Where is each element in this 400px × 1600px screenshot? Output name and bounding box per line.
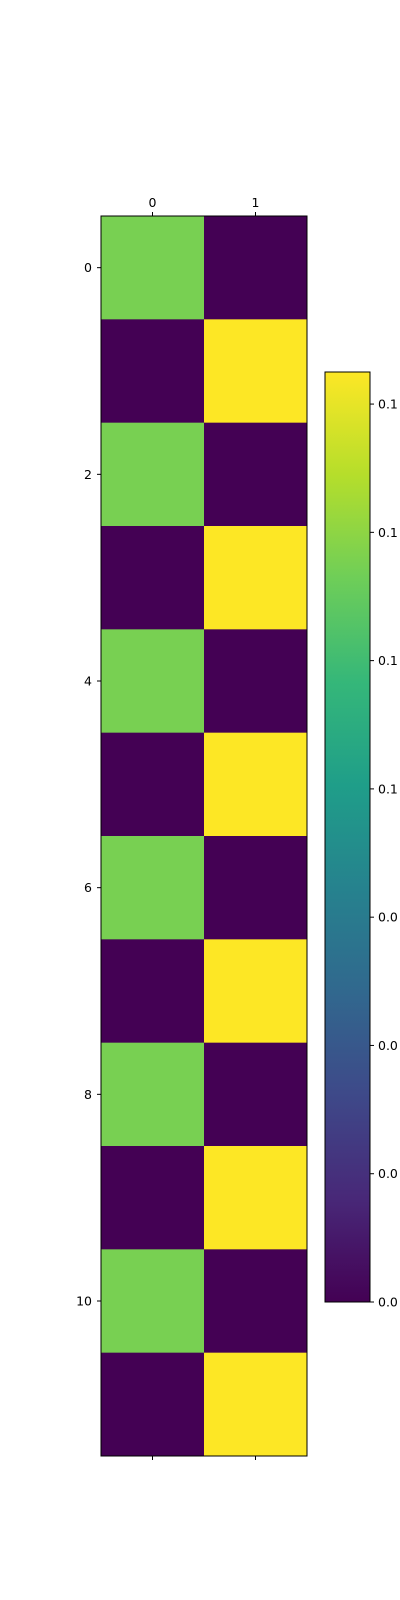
y-tick-label: 4 [84,674,92,689]
heatmap-cell-r0-c0 [101,216,205,320]
x-tick-label: 1 [252,195,260,210]
colorbar-tick-label: 0.0 [378,1295,398,1310]
colorbar-tick-label: 0.0 [378,1038,398,1053]
colorbar-tick-label: 0.1 [378,397,398,412]
heatmap-cell-r10-c0 [101,1249,205,1354]
y-tick-label: 0 [84,260,92,275]
heatmap-cell-r5-c1 [204,732,308,837]
heatmap-cell-r6-c1 [204,836,308,940]
y-axis-ticks: 0 2 4 6 8 10 [76,260,101,1309]
colorbar-ticks: 0.0 0.0 0.0 0.0 0.1 0.1 0.1 0.1 [370,397,398,1310]
y-tick-label: 10 [76,1294,92,1309]
heatmap-cell-r8-c1 [204,1042,308,1147]
heatmap-cell-r4-c1 [204,629,308,734]
colorbar-tick-label: 0.1 [378,653,398,668]
y-tick-label: 8 [84,1087,92,1102]
heatmap-cell-r1-c1 [204,319,308,424]
heatmap-cell-r7-c1 [204,939,308,1044]
heatmap-cell-r0-c1 [204,216,308,320]
colorbar-frame [324,371,371,1303]
colorbar-tick-label: 0.1 [378,781,398,796]
heatmap-cell-r8-c0 [101,1042,205,1147]
heatmap-cell-r2-c1 [204,422,308,527]
heatmap-cell-r10-c1 [204,1249,308,1354]
heatmap-cell-r5-c0 [101,732,205,837]
heatmap-cell-r3-c1 [204,526,308,630]
y-tick-label: 2 [84,467,92,482]
colorbar-tick-label: 0.1 [378,525,398,540]
heatmap-cell-r11-c0 [101,1352,205,1457]
heatmap-cell-r11-c1 [204,1352,308,1457]
colorbar-tick-label: 0.0 [378,1166,398,1181]
heatmap-cells [101,216,308,1457]
heatmap-cell-r9-c0 [101,1146,205,1250]
heatmap-cell-r7-c0 [101,939,205,1044]
heatmap-cell-r2-c0 [101,422,205,527]
colorbar [325,372,370,1302]
heatmap-cell-r1-c0 [101,319,205,424]
heatmap-frame [100,215,308,1457]
heatmap-cell-r3-c0 [101,526,205,630]
x-tick-label: 0 [149,195,157,210]
y-tick-label: 6 [84,880,92,895]
heatmap-cell-r4-c0 [101,629,205,734]
heatmap-cell-r9-c1 [204,1146,308,1250]
heatmap-cell-r6-c0 [101,836,205,940]
colorbar-tick-label: 0.0 [378,910,398,925]
